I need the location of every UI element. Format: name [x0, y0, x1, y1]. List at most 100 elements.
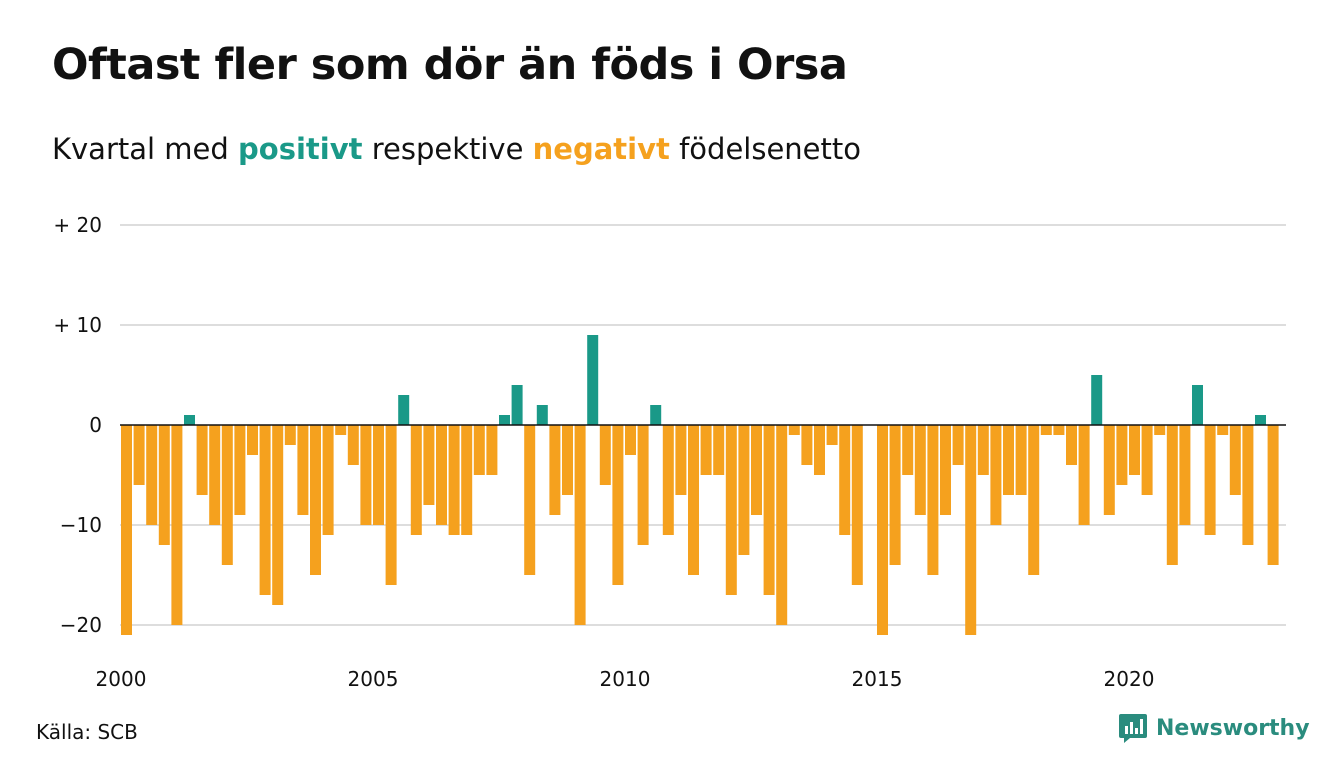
y-tick-label: −20 — [60, 613, 102, 637]
bar-negative — [1003, 425, 1014, 495]
bar-negative — [448, 425, 460, 535]
bar-positive — [511, 385, 523, 425]
bar-negative — [927, 425, 939, 575]
bar-positive — [184, 415, 195, 425]
bar-negative — [410, 425, 422, 535]
bar-negative — [902, 425, 914, 475]
bar-positive — [499, 415, 510, 425]
y-tick-label: 0 — [89, 413, 102, 437]
subtitle-suffix: födelsenetto — [679, 132, 861, 166]
x-tick-label: 2005 — [348, 667, 399, 691]
bar-negative — [1179, 425, 1191, 525]
bar-negative — [599, 425, 611, 485]
bar-negative — [889, 425, 901, 565]
bar-positive — [1192, 385, 1203, 425]
bar-negative — [1066, 425, 1077, 465]
bar-negative — [839, 425, 851, 535]
chart-subtitle: Kvartal med positivt respektive negativt… — [52, 132, 861, 166]
y-tick-label: + 10 — [53, 313, 102, 337]
bar-negative — [625, 425, 636, 455]
bar-negative — [574, 425, 586, 625]
bar-positive — [398, 395, 410, 425]
x-tick-label: 2000 — [96, 667, 147, 691]
bar-negative — [1015, 425, 1027, 495]
bar-negative — [461, 425, 473, 535]
bar-negative — [977, 425, 989, 475]
bar-positive — [1255, 415, 1266, 425]
bar-negative — [763, 425, 775, 595]
bar-negative — [549, 425, 561, 515]
bar-negative — [1242, 425, 1254, 545]
bar-negative — [1103, 425, 1115, 515]
bar-negative — [221, 425, 233, 565]
bar-negative — [1267, 425, 1279, 565]
bar-negative — [914, 425, 926, 515]
bar-negative — [814, 425, 825, 475]
x-tick-label: 2010 — [600, 667, 651, 691]
bar-negative — [1129, 425, 1140, 475]
bar-negative — [1053, 425, 1065, 435]
bar-negative — [1229, 425, 1241, 495]
bar-negative — [1040, 425, 1052, 435]
bar-positive — [1091, 375, 1103, 425]
bar-negative — [486, 425, 498, 475]
bar-negative — [776, 425, 788, 625]
bar-negative — [688, 425, 699, 575]
bar-positive — [650, 405, 662, 425]
bar-negative — [121, 425, 132, 635]
bar-negative — [965, 425, 977, 635]
bar-negative — [1116, 425, 1128, 485]
subtitle-middle: respektive — [371, 132, 524, 166]
bar-negative — [196, 425, 208, 495]
bar-negative — [662, 425, 674, 535]
bar-negative — [952, 425, 964, 465]
bar-negative — [675, 425, 687, 495]
y-axis-ticks: + 20 + 10 0 −10 −20 — [53, 213, 102, 637]
bar-negative — [234, 425, 246, 515]
bar-negative — [738, 425, 750, 555]
bar-negative — [373, 425, 384, 525]
brand-name: Newsworthy — [1156, 715, 1310, 741]
y-tick-label: −10 — [60, 513, 102, 537]
bar-negative — [725, 425, 737, 595]
bar-negative — [473, 425, 485, 475]
bar-negative — [385, 425, 397, 585]
bar-negative — [158, 425, 170, 545]
bar-negative — [1204, 425, 1216, 535]
bar-negative — [335, 425, 347, 435]
bar-negative — [171, 425, 183, 625]
bar-negative — [612, 425, 624, 585]
brand-logo: Newsworthy — [1118, 712, 1310, 744]
bar-negative — [436, 425, 447, 525]
bar-negative — [423, 425, 435, 505]
bars — [121, 335, 1279, 635]
bar-negative — [524, 425, 536, 575]
bar-negative — [297, 425, 309, 515]
bar-negative — [990, 425, 1002, 525]
chart-title: Oftast fler som dör än föds i Orsa — [52, 40, 848, 90]
bar-negative — [713, 425, 725, 475]
bar-negative — [133, 425, 145, 485]
subtitle-prefix: Kvartal med — [52, 132, 229, 166]
bar-negative — [310, 425, 321, 575]
bar-negative — [637, 425, 649, 545]
bar-negative — [1078, 425, 1090, 525]
bar-negative — [1166, 425, 1178, 565]
bar-negative — [826, 425, 838, 445]
bar-negative — [1217, 425, 1229, 435]
bar-negative — [801, 425, 813, 465]
bar-negative — [940, 425, 951, 515]
bar-positive — [587, 335, 599, 425]
bar-negative — [751, 425, 762, 515]
bar-negative — [360, 425, 372, 525]
bar-negative — [146, 425, 158, 525]
subtitle-negative-word: negativt — [532, 132, 670, 166]
bar-negative — [347, 425, 359, 465]
bar-negative — [562, 425, 573, 495]
bar-negative — [247, 425, 258, 455]
bar-positive — [536, 405, 548, 425]
bar-negative — [272, 425, 284, 605]
bar-negative — [322, 425, 334, 535]
bar-negative — [209, 425, 221, 525]
